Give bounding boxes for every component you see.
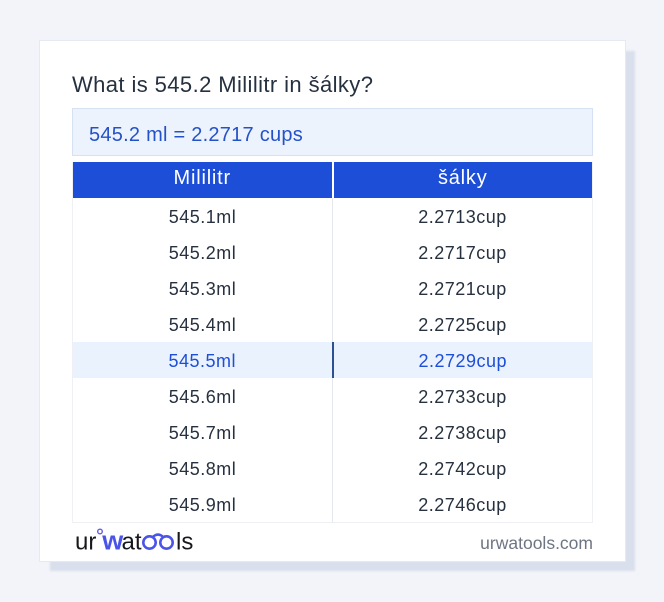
svg-text:w: w — [101, 526, 124, 556]
svg-text:ur: ur — [75, 529, 96, 556]
svg-text:at: at — [122, 529, 142, 556]
svg-text:ls: ls — [176, 529, 193, 556]
